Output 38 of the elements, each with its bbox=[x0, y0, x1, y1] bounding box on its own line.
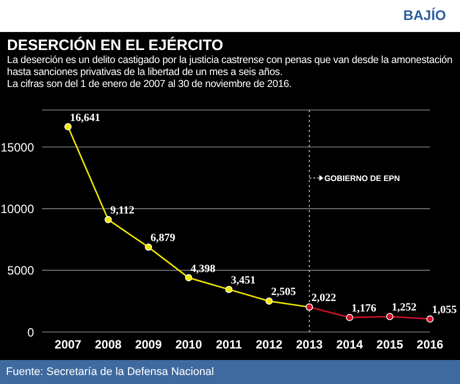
data-label: 3,451 bbox=[230, 274, 256, 286]
point bbox=[426, 315, 434, 323]
x-tick-label: 2007 bbox=[54, 338, 82, 352]
chart-subtitle: La deserción es un delito castigado por la justicia castrense con penas que van desde la amonestación hasta sanciones privativas de la libertad de un mes a seis años. La cifras son del 1 de enero de 2007 al 30 de noviembre de 2016. bbox=[7, 55, 453, 91]
x-tick-label: 2016 bbox=[416, 338, 444, 352]
y-tick-label: 0 bbox=[27, 325, 34, 340]
data-label: 1,055 bbox=[432, 304, 458, 316]
data-label: 6,879 bbox=[150, 232, 176, 244]
x-tick-label: 2009 bbox=[135, 338, 162, 352]
x-tick-label: 2015 bbox=[376, 338, 404, 352]
data-label: 1,252 bbox=[392, 302, 418, 314]
point bbox=[144, 244, 152, 251]
point bbox=[104, 216, 112, 224]
y-tick-label: 5000 bbox=[7, 264, 34, 278]
point bbox=[386, 312, 394, 320]
x-tick-label: 2014 bbox=[336, 338, 364, 352]
y-tick-label: 15000 bbox=[0, 140, 34, 154]
point bbox=[346, 314, 354, 322]
chart-title: DESERCIÓN EN EL EJÉRCITO bbox=[7, 36, 224, 55]
x-tick-label: 2013 bbox=[296, 338, 324, 352]
point bbox=[64, 123, 72, 130]
point bbox=[266, 298, 273, 305]
data-label: 2,505 bbox=[271, 286, 296, 298]
x-tick-label: 2012 bbox=[256, 338, 283, 352]
data-label: 2,022 bbox=[311, 292, 337, 304]
data-label: 9,112 bbox=[110, 204, 135, 217]
x-tick-label: 2010 bbox=[175, 338, 202, 352]
x-tick-label: 2008 bbox=[94, 338, 122, 352]
point bbox=[185, 274, 192, 282]
data-label: 4,398 bbox=[190, 262, 216, 275]
text: BAJÍO bbox=[403, 7, 446, 23]
point bbox=[225, 286, 232, 294]
source-note: Fuente: Secretaría de la Defensa Nacional bbox=[0, 360, 460, 384]
data-label: 1,176 bbox=[352, 302, 377, 314]
y-tick-label: 10000 bbox=[0, 202, 34, 216]
x-tick-label: 2011 bbox=[216, 338, 242, 352]
data-label: 16,641 bbox=[70, 112, 100, 124]
ref-line-label: GOBIERNO DE EPN bbox=[324, 174, 400, 183]
